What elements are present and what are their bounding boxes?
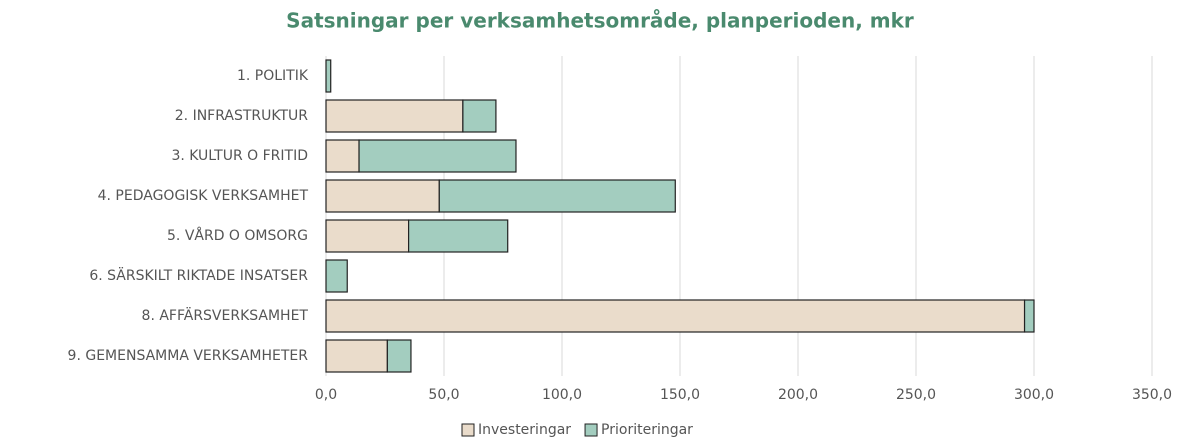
legend-label: Prioriteringar xyxy=(601,422,693,438)
x-tick-label: 350,0 xyxy=(1132,387,1172,403)
y-tick-label: 1. POLITIK xyxy=(237,68,309,84)
bar xyxy=(325,99,464,133)
x-tick-label: 250,0 xyxy=(896,387,936,403)
bar xyxy=(438,179,676,213)
x-tick-label: 0,0 xyxy=(315,387,337,403)
bar xyxy=(325,219,410,253)
x-tick-label: 150,0 xyxy=(660,387,700,403)
bar xyxy=(325,259,348,293)
bar xyxy=(325,59,332,93)
bar xyxy=(462,99,497,133)
y-tick-label: 9. GEMENSAMMA VERKSAMHETER xyxy=(68,348,309,364)
legend-label: Investeringar xyxy=(478,422,571,438)
y-tick-label: 8. AFFÄRSVERKSAMHET xyxy=(142,306,309,324)
y-tick-label: 4. PEDAGOGISK VERKSAMHET xyxy=(98,188,309,204)
legend-swatch xyxy=(461,423,475,437)
chart-title: Satsningar per verksamhetsområde, planpe… xyxy=(286,9,914,33)
x-tick-label: 200,0 xyxy=(778,387,818,403)
legend-swatch xyxy=(584,423,598,437)
bar xyxy=(325,299,1026,333)
x-tick-label: 50,0 xyxy=(428,387,459,403)
bar xyxy=(408,219,509,253)
x-tick-label: 300,0 xyxy=(1014,387,1054,403)
bar xyxy=(325,339,388,373)
x-tick-label: 100,0 xyxy=(542,387,582,403)
y-tick-label: 2. INFRASTRUKTUR xyxy=(175,108,309,124)
y-tick-label: 5. VÅRD O OMSORG xyxy=(167,227,308,244)
bar xyxy=(325,139,360,173)
bar xyxy=(358,139,517,173)
y-tick-label: 6. SÄRSKILT RIKTADE INSATSER xyxy=(89,266,308,284)
y-tick-label: 3. KULTUR O FRITID xyxy=(171,148,308,164)
bar xyxy=(1023,299,1035,333)
bar xyxy=(386,339,412,373)
bar xyxy=(325,179,440,213)
